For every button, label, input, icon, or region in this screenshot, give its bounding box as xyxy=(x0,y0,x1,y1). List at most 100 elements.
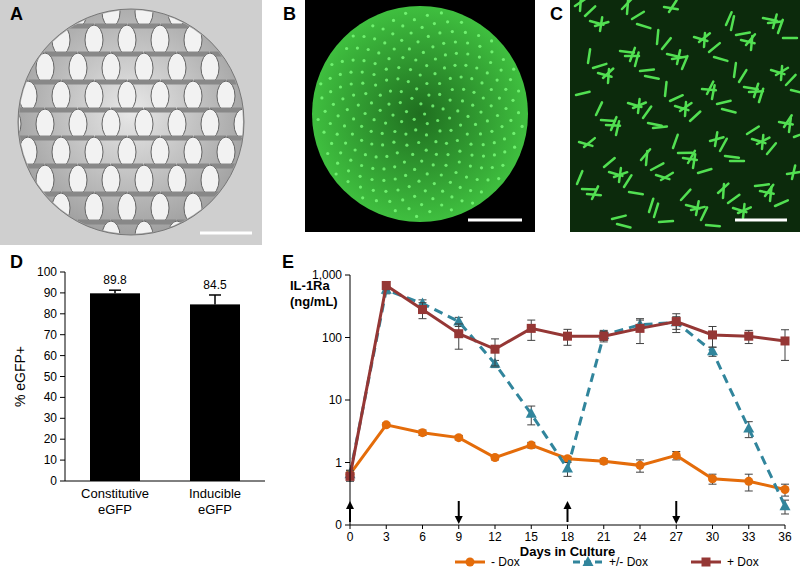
cell xyxy=(646,151,647,165)
dox-arrow xyxy=(346,501,354,522)
cell-dot xyxy=(482,155,485,158)
series-line xyxy=(350,425,785,490)
cell xyxy=(791,90,800,94)
error-cap xyxy=(781,496,789,497)
x-tick xyxy=(495,525,496,529)
error-cap xyxy=(781,513,789,514)
cell xyxy=(619,168,621,182)
y-tick-label: 80 xyxy=(44,307,58,321)
fiber-cross xyxy=(194,248,226,253)
figure: ABCDE0102030405060708090100% eGFP+89.8Co… xyxy=(0,0,800,573)
data-label: 84.5 xyxy=(203,278,227,292)
cell xyxy=(662,38,671,49)
cell-dot xyxy=(393,165,396,168)
cell-dot xyxy=(373,118,376,121)
cell-dot xyxy=(435,153,438,156)
fiber-bundle xyxy=(85,81,103,111)
x-tick-label: 21 xyxy=(597,530,611,544)
error-cap xyxy=(491,338,499,339)
cell-dot xyxy=(496,79,499,82)
cell-dot xyxy=(373,37,376,40)
fiber-bundle xyxy=(135,165,153,195)
cell-dot xyxy=(449,77,452,80)
cell-dot xyxy=(401,198,404,201)
y-tick xyxy=(60,397,65,398)
cell xyxy=(611,117,617,130)
dox-arrow xyxy=(455,501,463,524)
cell xyxy=(627,0,628,14)
cell-dot xyxy=(403,161,406,164)
fiber-bundle xyxy=(168,165,186,195)
fiber-bundle xyxy=(85,137,103,167)
cell-dot xyxy=(491,166,494,169)
cell-dot xyxy=(431,197,434,200)
fiber-cross xyxy=(0,192,28,197)
cell xyxy=(747,127,759,135)
cell-dot xyxy=(415,87,418,90)
error-cap xyxy=(636,318,644,319)
fiber-bundle xyxy=(217,193,235,223)
cell-dot xyxy=(440,173,443,176)
cell-dot xyxy=(438,93,441,96)
x-tick-label: 36 xyxy=(778,530,792,544)
y-tick xyxy=(345,462,350,463)
cell-dot xyxy=(450,195,453,198)
cell xyxy=(709,43,720,52)
marker xyxy=(454,433,463,442)
cell-dot xyxy=(489,61,492,64)
fiber-bundle xyxy=(36,165,54,195)
cell-dot xyxy=(370,130,373,133)
cell-dot xyxy=(362,35,365,38)
fiber-bundle xyxy=(118,137,136,167)
cell-dot xyxy=(460,21,463,24)
fiber-bundle xyxy=(36,109,54,139)
cell-dot xyxy=(382,179,385,182)
cell xyxy=(651,163,663,170)
cell-dot xyxy=(434,140,437,143)
cell-dot xyxy=(425,149,428,152)
cell-dot xyxy=(385,79,388,82)
cell-dot xyxy=(374,84,377,87)
cell xyxy=(720,139,727,151)
error-bar xyxy=(672,451,680,459)
cell-dot xyxy=(364,153,367,156)
panel-label: C xyxy=(550,4,563,24)
cell-dot xyxy=(399,101,402,104)
error-cap xyxy=(672,313,680,314)
marker xyxy=(672,451,681,460)
error-cap xyxy=(636,472,644,473)
cell-dot xyxy=(329,122,332,125)
cell-dot xyxy=(339,151,342,154)
fiber-bundle xyxy=(135,109,153,139)
cell-dot xyxy=(407,80,410,83)
cell-dot xyxy=(471,202,474,205)
marker xyxy=(781,336,790,345)
cell xyxy=(632,12,644,19)
cell-dot xyxy=(372,189,375,192)
label-line: (ng/mL) xyxy=(290,294,338,309)
cell xyxy=(759,89,763,102)
cell-dot xyxy=(419,102,422,105)
cell xyxy=(743,204,745,218)
fiber-bundle xyxy=(3,109,21,139)
panel-label: E xyxy=(282,252,294,272)
panel-a-image xyxy=(0,0,275,251)
cell-dot xyxy=(440,11,443,14)
cell-dot xyxy=(370,178,373,181)
x-tick xyxy=(712,525,713,529)
panel-label: A xyxy=(10,4,23,24)
cell-dot xyxy=(480,81,483,84)
fiber-bundle xyxy=(69,0,87,27)
y-tick xyxy=(60,418,65,419)
legend-label: + Dox xyxy=(727,555,759,569)
cell-dot xyxy=(512,68,515,71)
fiber-bundle xyxy=(52,137,70,167)
x-axis-title: Days in Culture xyxy=(520,544,615,559)
cell xyxy=(701,207,707,220)
fiber-bundle xyxy=(201,53,219,83)
cell-dot xyxy=(385,155,388,158)
fiber-bundle xyxy=(3,53,21,83)
cell-dot xyxy=(410,31,413,34)
cell-dot xyxy=(448,116,451,119)
fiber-bundle xyxy=(19,81,37,111)
